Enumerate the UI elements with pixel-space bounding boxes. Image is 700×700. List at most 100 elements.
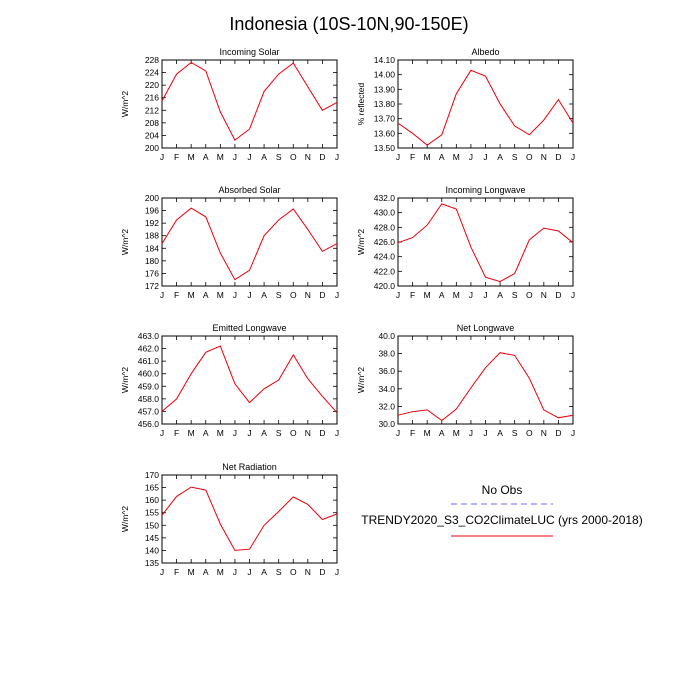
figure-title: Indonesia (10S-10N,90-150E) <box>229 14 468 34</box>
y-tick-label: 40.0 <box>378 331 395 341</box>
series-line <box>161 486 338 551</box>
y-tick-label: 36.0 <box>378 366 395 376</box>
x-tick-label: A <box>203 567 209 577</box>
legend-obs-label: No Obs <box>482 483 523 497</box>
x-tick-label: S <box>512 290 518 300</box>
y-tick-label: 32.0 <box>378 401 395 411</box>
x-tick-label: J <box>160 152 164 162</box>
x-tick-label: F <box>174 567 179 577</box>
x-tick-label: J <box>233 428 237 438</box>
x-tick-label: F <box>174 152 179 162</box>
x-tick-label: O <box>526 290 533 300</box>
x-tick-label: A <box>203 428 209 438</box>
y-tick-label: 13.50 <box>374 143 396 153</box>
y-tick-label: 170 <box>145 470 159 480</box>
x-tick-label: M <box>188 152 195 162</box>
y-tick-label: 460.0 <box>138 369 160 379</box>
series-line <box>397 69 574 146</box>
x-tick-label: J <box>335 290 339 300</box>
x-tick-label: S <box>512 152 518 162</box>
x-tick-label: S <box>276 428 282 438</box>
x-tick-label: D <box>555 152 561 162</box>
panel-title: Net Longwave <box>457 323 515 333</box>
x-tick-label: M <box>453 152 460 162</box>
y-tick-label: 13.60 <box>374 128 396 138</box>
panel-title: Incoming Solar <box>219 47 279 57</box>
x-tick-label: F <box>174 290 179 300</box>
panel-title: Albedo <box>471 47 499 57</box>
x-tick-label: S <box>276 290 282 300</box>
y-tick-label: 432.0 <box>374 193 396 203</box>
x-tick-label: S <box>276 567 282 577</box>
y-tick-label: 13.70 <box>374 114 396 124</box>
y-tick-label: 457.0 <box>138 406 160 416</box>
y-tick-label: 224 <box>145 68 159 78</box>
x-tick-label: F <box>410 428 415 438</box>
x-tick-label: D <box>319 152 325 162</box>
x-tick-label: J <box>335 567 339 577</box>
x-tick-label: A <box>203 152 209 162</box>
y-tick-label: 30.0 <box>378 419 395 429</box>
x-tick-label: M <box>217 428 224 438</box>
y-tick-label: 184 <box>145 243 159 253</box>
y-tick-label: 176 <box>145 268 159 278</box>
x-tick-label: J <box>247 290 251 300</box>
x-tick-label: M <box>424 428 431 438</box>
y-tick-label: 420.0 <box>374 281 396 291</box>
x-tick-label: N <box>305 152 311 162</box>
x-tick-label: A <box>497 152 503 162</box>
y-tick-label: 192 <box>145 218 159 228</box>
x-tick-label: A <box>497 290 503 300</box>
x-tick-label: A <box>439 152 445 162</box>
y-tick-label: 459.0 <box>138 381 160 391</box>
x-tick-label: O <box>290 428 297 438</box>
x-tick-label: J <box>483 428 487 438</box>
x-tick-label: J <box>233 290 237 300</box>
x-tick-label: F <box>174 428 179 438</box>
y-tick-label: 180 <box>145 256 159 266</box>
x-tick-label: M <box>424 152 431 162</box>
x-tick-label: J <box>469 152 473 162</box>
x-tick-label: F <box>410 152 415 162</box>
x-tick-label: J <box>396 290 400 300</box>
x-tick-label: A <box>261 567 267 577</box>
x-tick-label: N <box>305 428 311 438</box>
x-tick-label: M <box>453 290 460 300</box>
x-tick-label: J <box>571 428 575 438</box>
x-tick-label: D <box>555 428 561 438</box>
x-tick-label: J <box>335 152 339 162</box>
panel-title: Absorbed Solar <box>218 185 280 195</box>
y-tick-label: 426.0 <box>374 237 396 247</box>
series-line <box>161 345 338 414</box>
x-tick-label: J <box>160 290 164 300</box>
y-tick-label: 462.0 <box>138 344 160 354</box>
y-tick-label: 150 <box>145 520 159 530</box>
y-tick-label: 160 <box>145 495 159 505</box>
x-tick-label: F <box>410 290 415 300</box>
y-axis-label: % reflected <box>356 82 366 125</box>
x-tick-label: M <box>217 152 224 162</box>
series-line <box>397 352 574 422</box>
y-tick-label: 200 <box>145 193 159 203</box>
x-tick-label: A <box>261 428 267 438</box>
y-tick-label: 135 <box>145 558 159 568</box>
x-tick-label: A <box>439 290 445 300</box>
x-tick-label: J <box>247 428 251 438</box>
x-tick-label: N <box>541 428 547 438</box>
x-tick-label: D <box>555 290 561 300</box>
x-tick-label: M <box>217 290 224 300</box>
x-tick-label: D <box>319 567 325 577</box>
x-tick-label: M <box>188 567 195 577</box>
x-tick-label: J <box>160 428 164 438</box>
legend: No Obs TRENDY2020_S3_CO2ClimateLUC (yrs … <box>361 483 643 537</box>
y-axis-label: W/m^2 <box>356 229 366 255</box>
plot-frame <box>161 335 338 425</box>
x-tick-label: A <box>261 152 267 162</box>
x-tick-label: O <box>526 428 533 438</box>
plot-frame <box>161 197 338 287</box>
